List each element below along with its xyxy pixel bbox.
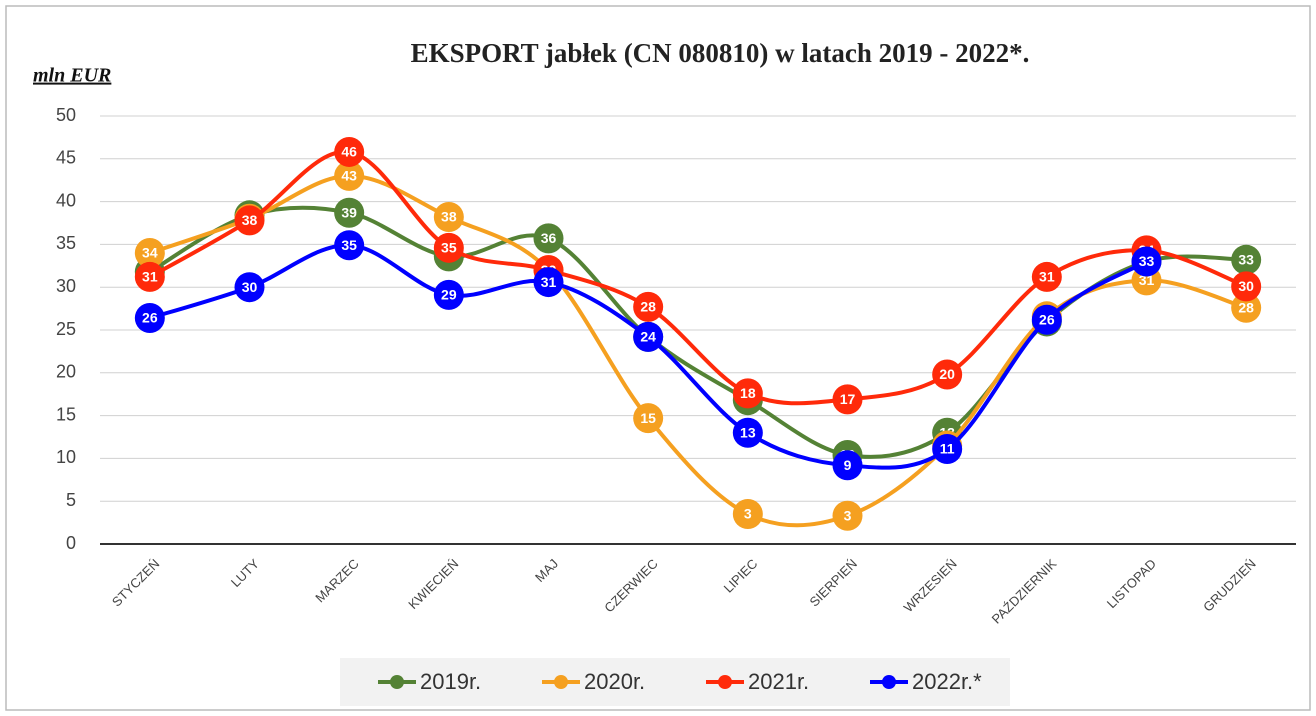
marker — [1031, 304, 1062, 335]
marker — [334, 230, 365, 261]
marker — [533, 267, 564, 298]
legend-marker — [882, 675, 896, 689]
marker — [433, 202, 464, 233]
data-label: 3 — [844, 507, 852, 523]
marker — [832, 500, 863, 531]
marker — [832, 450, 863, 481]
data-label: 38 — [242, 212, 258, 228]
marker — [334, 197, 365, 228]
data-label: 30 — [242, 279, 258, 295]
data-label: 13 — [740, 424, 756, 440]
data-label: 28 — [640, 299, 656, 315]
marker — [732, 378, 763, 409]
data-label: 31 — [1039, 269, 1055, 285]
y-tick-label: 30 — [56, 276, 76, 296]
marker — [134, 261, 165, 292]
legend-label: 2019r. — [420, 669, 481, 694]
y-tick-label: 20 — [56, 362, 76, 382]
y-tick-label: 5 — [66, 490, 76, 510]
marker — [334, 160, 365, 191]
marker — [1231, 244, 1262, 275]
data-label: 31 — [142, 269, 158, 285]
legend-label: 2020r. — [584, 669, 645, 694]
data-label: 39 — [341, 204, 357, 220]
y-tick-label: 35 — [56, 233, 76, 253]
marker — [234, 205, 265, 236]
marker — [134, 237, 165, 268]
marker — [732, 417, 763, 448]
data-label: 33 — [1139, 253, 1155, 269]
data-label: 35 — [441, 240, 457, 256]
data-label: 24 — [640, 329, 656, 345]
y-tick-label: 25 — [56, 319, 76, 339]
data-label: 29 — [441, 287, 457, 303]
marker — [433, 232, 464, 263]
y-tick-label: 45 — [56, 148, 76, 168]
data-label: 38 — [441, 209, 457, 225]
legend-marker — [390, 675, 404, 689]
marker — [633, 321, 664, 352]
data-label: 26 — [142, 310, 158, 326]
legend-marker — [718, 675, 732, 689]
marker — [732, 499, 763, 530]
marker — [932, 433, 963, 464]
legend-label: 2021r. — [748, 669, 809, 694]
data-label: 31 — [1139, 272, 1155, 288]
marker — [1131, 246, 1162, 277]
data-label: 17 — [840, 391, 856, 407]
marker — [633, 291, 664, 322]
data-label: 11 — [940, 441, 955, 457]
marker — [433, 279, 464, 310]
marker — [334, 136, 365, 167]
frame — [5, 5, 1311, 711]
marker — [134, 303, 165, 334]
y-axis-label: mln EUR — [33, 65, 111, 87]
data-label: 46 — [341, 144, 357, 160]
marker — [832, 384, 863, 415]
data-label: 26 — [1039, 311, 1055, 327]
data-label: 18 — [740, 385, 756, 401]
legend-label: 2022r.* — [912, 669, 982, 694]
data-label: 31 — [541, 274, 557, 290]
marker — [932, 359, 963, 390]
data-label: 30 — [1238, 278, 1254, 294]
data-label: 3 — [744, 506, 752, 522]
data-label: 36 — [541, 230, 557, 246]
data-label: 43 — [341, 168, 357, 184]
y-tick-label: 40 — [56, 190, 76, 210]
y-tick-label: 10 — [56, 447, 76, 467]
chart-title: EKSPORT jabłek (CN 080810) w latach 2019… — [411, 38, 1030, 68]
marker — [1031, 261, 1062, 292]
data-label: 35 — [341, 237, 357, 253]
marker — [633, 403, 664, 434]
marker — [1231, 271, 1262, 302]
y-tick-label: 0 — [66, 533, 76, 553]
marker — [234, 272, 265, 303]
data-label: 33 — [1238, 252, 1254, 268]
y-tick-label: 50 — [56, 105, 76, 125]
data-label: 28 — [1238, 299, 1254, 315]
data-label: 34 — [142, 245, 158, 261]
legend-marker — [554, 675, 568, 689]
marker — [1231, 292, 1262, 323]
data-label: 20 — [939, 366, 955, 382]
data-label: 15 — [640, 410, 656, 426]
y-tick-label: 15 — [56, 404, 76, 424]
marker — [533, 223, 564, 254]
data-label: 9 — [844, 457, 852, 473]
